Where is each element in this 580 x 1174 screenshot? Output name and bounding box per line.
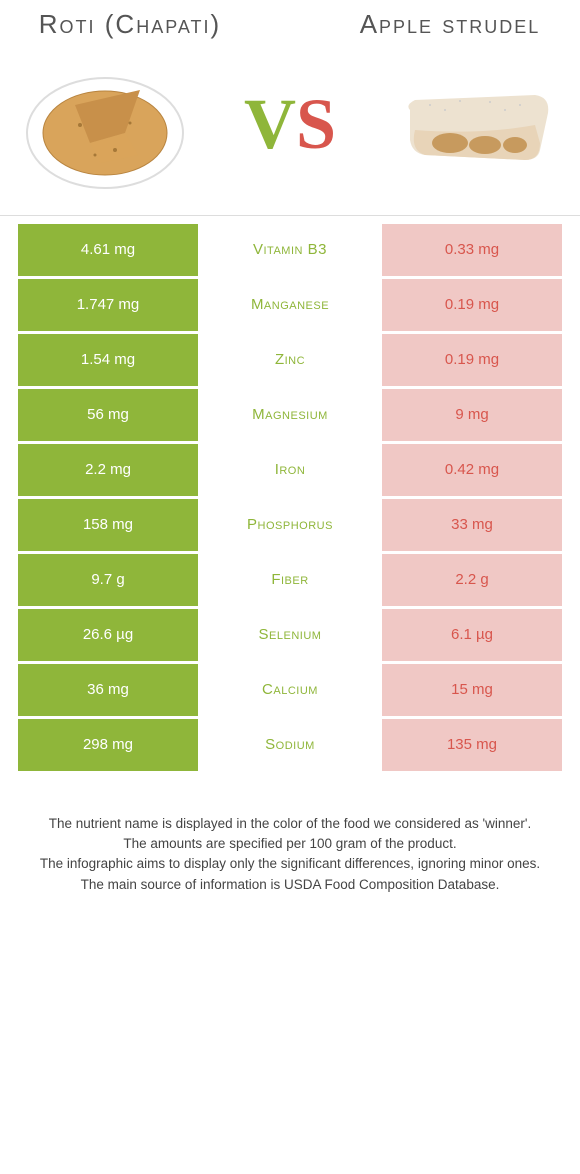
nutrient-name-cell: Magnesium bbox=[198, 389, 382, 441]
left-food-title: Roti (Chapati) bbox=[30, 10, 230, 40]
right-value-cell: 2.2 g bbox=[382, 554, 562, 606]
left-value-cell: 158 mg bbox=[18, 499, 198, 551]
left-value-cell: 56 mg bbox=[18, 389, 198, 441]
left-value-cell: 1.54 mg bbox=[18, 334, 198, 386]
footer-line: The main source of information is USDA F… bbox=[30, 875, 550, 895]
images-row: VS bbox=[0, 45, 580, 216]
left-value-cell: 4.61 mg bbox=[18, 224, 198, 276]
nutrient-name-cell: Selenium bbox=[198, 609, 382, 661]
right-value-cell: 0.19 mg bbox=[382, 279, 562, 331]
nutrient-table: 4.61 mgVitamin B30.33 mg1.747 mgManganes… bbox=[0, 224, 580, 771]
vs-s: S bbox=[296, 84, 336, 164]
nutrient-row: 158 mgPhosphorus33 mg bbox=[18, 499, 562, 551]
right-value-cell: 135 mg bbox=[382, 719, 562, 771]
roti-image bbox=[20, 55, 190, 195]
vs-v: V bbox=[244, 84, 296, 164]
left-value-cell: 9.7 g bbox=[18, 554, 198, 606]
nutrient-row: 2.2 mgIron0.42 mg bbox=[18, 444, 562, 496]
right-value-cell: 0.42 mg bbox=[382, 444, 562, 496]
footer-line: The infographic aims to display only the… bbox=[30, 854, 550, 874]
nutrient-row: 56 mgMagnesium9 mg bbox=[18, 389, 562, 441]
nutrient-name-cell: Phosphorus bbox=[198, 499, 382, 551]
nutrient-row: 26.6 µgSelenium6.1 µg bbox=[18, 609, 562, 661]
nutrient-name-cell: Calcium bbox=[198, 664, 382, 716]
nutrient-name-cell: Vitamin B3 bbox=[198, 224, 382, 276]
right-value-cell: 0.33 mg bbox=[382, 224, 562, 276]
left-value-cell: 1.747 mg bbox=[18, 279, 198, 331]
right-value-cell: 0.19 mg bbox=[382, 334, 562, 386]
nutrient-row: 1.747 mgManganese0.19 mg bbox=[18, 279, 562, 331]
right-value-cell: 9 mg bbox=[382, 389, 562, 441]
nutrient-row: 4.61 mgVitamin B30.33 mg bbox=[18, 224, 562, 276]
nutrient-row: 36 mgCalcium15 mg bbox=[18, 664, 562, 716]
right-value-cell: 6.1 µg bbox=[382, 609, 562, 661]
right-value-cell: 15 mg bbox=[382, 664, 562, 716]
nutrient-name-cell: Iron bbox=[198, 444, 382, 496]
right-value-cell: 33 mg bbox=[382, 499, 562, 551]
nutrient-name-cell: Zinc bbox=[198, 334, 382, 386]
nutrient-row: 9.7 gFiber2.2 g bbox=[18, 554, 562, 606]
footer-line: The nutrient name is displayed in the co… bbox=[30, 814, 550, 834]
nutrient-row: 298 mgSodium135 mg bbox=[18, 719, 562, 771]
nutrient-name-cell: Manganese bbox=[198, 279, 382, 331]
left-value-cell: 2.2 mg bbox=[18, 444, 198, 496]
left-value-cell: 298 mg bbox=[18, 719, 198, 771]
nutrient-name-cell: Sodium bbox=[198, 719, 382, 771]
footer-line: The amounts are specified per 100 gram o… bbox=[30, 834, 550, 854]
footer-notes: The nutrient name is displayed in the co… bbox=[0, 774, 580, 915]
vs-label: VS bbox=[244, 83, 336, 166]
infographic-container: Roti (Chapati) Apple strudel VS bbox=[0, 0, 580, 915]
nutrient-name-cell: Fiber bbox=[198, 554, 382, 606]
strudel-image bbox=[390, 55, 560, 195]
header: Roti (Chapati) Apple strudel bbox=[0, 0, 580, 45]
nutrient-row: 1.54 mgZinc0.19 mg bbox=[18, 334, 562, 386]
left-value-cell: 26.6 µg bbox=[18, 609, 198, 661]
left-value-cell: 36 mg bbox=[18, 664, 198, 716]
right-food-title: Apple strudel bbox=[350, 10, 550, 40]
